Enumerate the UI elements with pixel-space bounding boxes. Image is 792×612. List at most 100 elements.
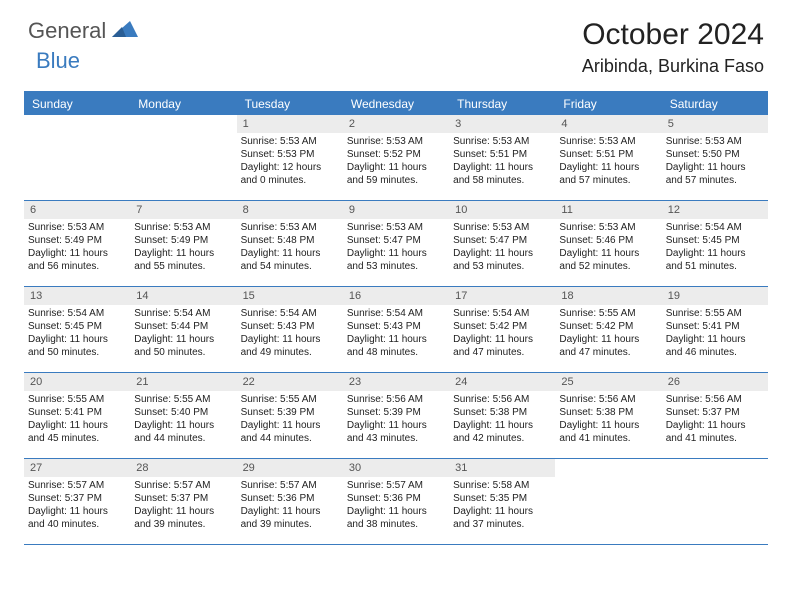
day-number: 24 — [449, 373, 555, 391]
calendar-day-cell: 1Sunrise: 5:53 AMSunset: 5:53 PMDaylight… — [237, 115, 343, 201]
daylight-line: Daylight: 11 hours and 39 minutes. — [241, 505, 339, 531]
day-details: Sunrise: 5:56 AMSunset: 5:37 PMDaylight:… — [662, 391, 768, 447]
day-number: 29 — [237, 459, 343, 477]
logo-text-blue: Blue — [36, 48, 80, 73]
calendar-header-cell: Saturday — [662, 93, 768, 115]
sunset-line: Sunset: 5:37 PM — [28, 492, 126, 505]
sunrise-line: Sunrise: 5:53 AM — [241, 135, 339, 148]
sunset-line: Sunset: 5:42 PM — [559, 320, 657, 333]
calendar-empty-cell — [24, 115, 130, 201]
day-number: 12 — [662, 201, 768, 219]
calendar-day-cell: 14Sunrise: 5:54 AMSunset: 5:44 PMDayligh… — [130, 287, 236, 373]
daylight-line: Daylight: 11 hours and 53 minutes. — [453, 247, 551, 273]
daylight-line: Daylight: 11 hours and 52 minutes. — [559, 247, 657, 273]
calendar-header-cell: Friday — [555, 93, 661, 115]
calendar-day-cell: 29Sunrise: 5:57 AMSunset: 5:36 PMDayligh… — [237, 459, 343, 545]
sunset-line: Sunset: 5:39 PM — [347, 406, 445, 419]
calendar-header-cell: Wednesday — [343, 93, 449, 115]
day-details: Sunrise: 5:54 AMSunset: 5:44 PMDaylight:… — [130, 305, 236, 361]
day-number: 22 — [237, 373, 343, 391]
day-number: 31 — [449, 459, 555, 477]
day-details: Sunrise: 5:53 AMSunset: 5:46 PMDaylight:… — [555, 219, 661, 275]
day-details: Sunrise: 5:57 AMSunset: 5:36 PMDaylight:… — [343, 477, 449, 533]
daylight-line: Daylight: 11 hours and 54 minutes. — [241, 247, 339, 273]
daylight-line: Daylight: 11 hours and 56 minutes. — [28, 247, 126, 273]
sunrise-line: Sunrise: 5:57 AM — [347, 479, 445, 492]
day-details: Sunrise: 5:58 AMSunset: 5:35 PMDaylight:… — [449, 477, 555, 533]
day-number: 25 — [555, 373, 661, 391]
sunrise-line: Sunrise: 5:53 AM — [28, 221, 126, 234]
day-details: Sunrise: 5:53 AMSunset: 5:52 PMDaylight:… — [343, 133, 449, 189]
day-number: 13 — [24, 287, 130, 305]
daylight-line: Daylight: 11 hours and 37 minutes. — [453, 505, 551, 531]
sunset-line: Sunset: 5:41 PM — [28, 406, 126, 419]
day-number: 17 — [449, 287, 555, 305]
calendar-header-cell: Sunday — [24, 93, 130, 115]
sunrise-line: Sunrise: 5:56 AM — [666, 393, 764, 406]
day-details: Sunrise: 5:55 AMSunset: 5:39 PMDaylight:… — [237, 391, 343, 447]
daylight-line: Daylight: 11 hours and 55 minutes. — [134, 247, 232, 273]
day-number: 3 — [449, 115, 555, 133]
daylight-line: Daylight: 11 hours and 42 minutes. — [453, 419, 551, 445]
day-number: 11 — [555, 201, 661, 219]
daylight-line: Daylight: 11 hours and 44 minutes. — [241, 419, 339, 445]
day-details: Sunrise: 5:53 AMSunset: 5:48 PMDaylight:… — [237, 219, 343, 275]
logo: General — [28, 18, 140, 44]
sunset-line: Sunset: 5:53 PM — [241, 148, 339, 161]
sunrise-line: Sunrise: 5:53 AM — [347, 221, 445, 234]
calendar-day-cell: 24Sunrise: 5:56 AMSunset: 5:38 PMDayligh… — [449, 373, 555, 459]
sunset-line: Sunset: 5:43 PM — [347, 320, 445, 333]
sunrise-line: Sunrise: 5:56 AM — [347, 393, 445, 406]
calendar-day-cell: 13Sunrise: 5:54 AMSunset: 5:45 PMDayligh… — [24, 287, 130, 373]
sunrise-line: Sunrise: 5:53 AM — [559, 135, 657, 148]
daylight-line: Daylight: 11 hours and 53 minutes. — [347, 247, 445, 273]
day-number: 2 — [343, 115, 449, 133]
sunset-line: Sunset: 5:49 PM — [134, 234, 232, 247]
day-number: 9 — [343, 201, 449, 219]
sunset-line: Sunset: 5:48 PM — [241, 234, 339, 247]
calendar-header-cell: Tuesday — [237, 93, 343, 115]
day-details: Sunrise: 5:53 AMSunset: 5:49 PMDaylight:… — [24, 219, 130, 275]
day-number: 27 — [24, 459, 130, 477]
calendar-day-cell: 8Sunrise: 5:53 AMSunset: 5:48 PMDaylight… — [237, 201, 343, 287]
daylight-line: Daylight: 11 hours and 47 minutes. — [453, 333, 551, 359]
sunset-line: Sunset: 5:37 PM — [134, 492, 232, 505]
sunset-line: Sunset: 5:43 PM — [241, 320, 339, 333]
sunset-line: Sunset: 5:50 PM — [666, 148, 764, 161]
sunset-line: Sunset: 5:36 PM — [241, 492, 339, 505]
calendar-day-cell: 28Sunrise: 5:57 AMSunset: 5:37 PMDayligh… — [130, 459, 236, 545]
sunrise-line: Sunrise: 5:53 AM — [134, 221, 232, 234]
sunrise-line: Sunrise: 5:54 AM — [453, 307, 551, 320]
calendar-day-cell: 12Sunrise: 5:54 AMSunset: 5:45 PMDayligh… — [662, 201, 768, 287]
sunrise-line: Sunrise: 5:53 AM — [559, 221, 657, 234]
daylight-line: Daylight: 11 hours and 49 minutes. — [241, 333, 339, 359]
daylight-line: Daylight: 11 hours and 41 minutes. — [559, 419, 657, 445]
calendar-day-cell: 17Sunrise: 5:54 AMSunset: 5:42 PMDayligh… — [449, 287, 555, 373]
calendar-empty-cell — [662, 459, 768, 545]
day-details: Sunrise: 5:54 AMSunset: 5:45 PMDaylight:… — [24, 305, 130, 361]
sunrise-line: Sunrise: 5:55 AM — [134, 393, 232, 406]
sunset-line: Sunset: 5:46 PM — [559, 234, 657, 247]
sunset-line: Sunset: 5:36 PM — [347, 492, 445, 505]
sunrise-line: Sunrise: 5:58 AM — [453, 479, 551, 492]
calendar-empty-cell — [130, 115, 236, 201]
calendar-day-cell: 20Sunrise: 5:55 AMSunset: 5:41 PMDayligh… — [24, 373, 130, 459]
day-details: Sunrise: 5:57 AMSunset: 5:36 PMDaylight:… — [237, 477, 343, 533]
daylight-line: Daylight: 11 hours and 39 minutes. — [134, 505, 232, 531]
day-number: 28 — [130, 459, 236, 477]
daylight-line: Daylight: 11 hours and 51 minutes. — [666, 247, 764, 273]
calendar-day-cell: 3Sunrise: 5:53 AMSunset: 5:51 PMDaylight… — [449, 115, 555, 201]
sunrise-line: Sunrise: 5:54 AM — [241, 307, 339, 320]
day-number: 5 — [662, 115, 768, 133]
day-number: 14 — [130, 287, 236, 305]
calendar-day-cell: 10Sunrise: 5:53 AMSunset: 5:47 PMDayligh… — [449, 201, 555, 287]
day-details: Sunrise: 5:53 AMSunset: 5:47 PMDaylight:… — [343, 219, 449, 275]
sunset-line: Sunset: 5:35 PM — [453, 492, 551, 505]
daylight-line: Daylight: 11 hours and 50 minutes. — [28, 333, 126, 359]
page-title: October 2024 — [582, 18, 764, 52]
sunset-line: Sunset: 5:47 PM — [347, 234, 445, 247]
sunrise-line: Sunrise: 5:54 AM — [347, 307, 445, 320]
day-details: Sunrise: 5:55 AMSunset: 5:42 PMDaylight:… — [555, 305, 661, 361]
day-number: 23 — [343, 373, 449, 391]
sunset-line: Sunset: 5:45 PM — [28, 320, 126, 333]
